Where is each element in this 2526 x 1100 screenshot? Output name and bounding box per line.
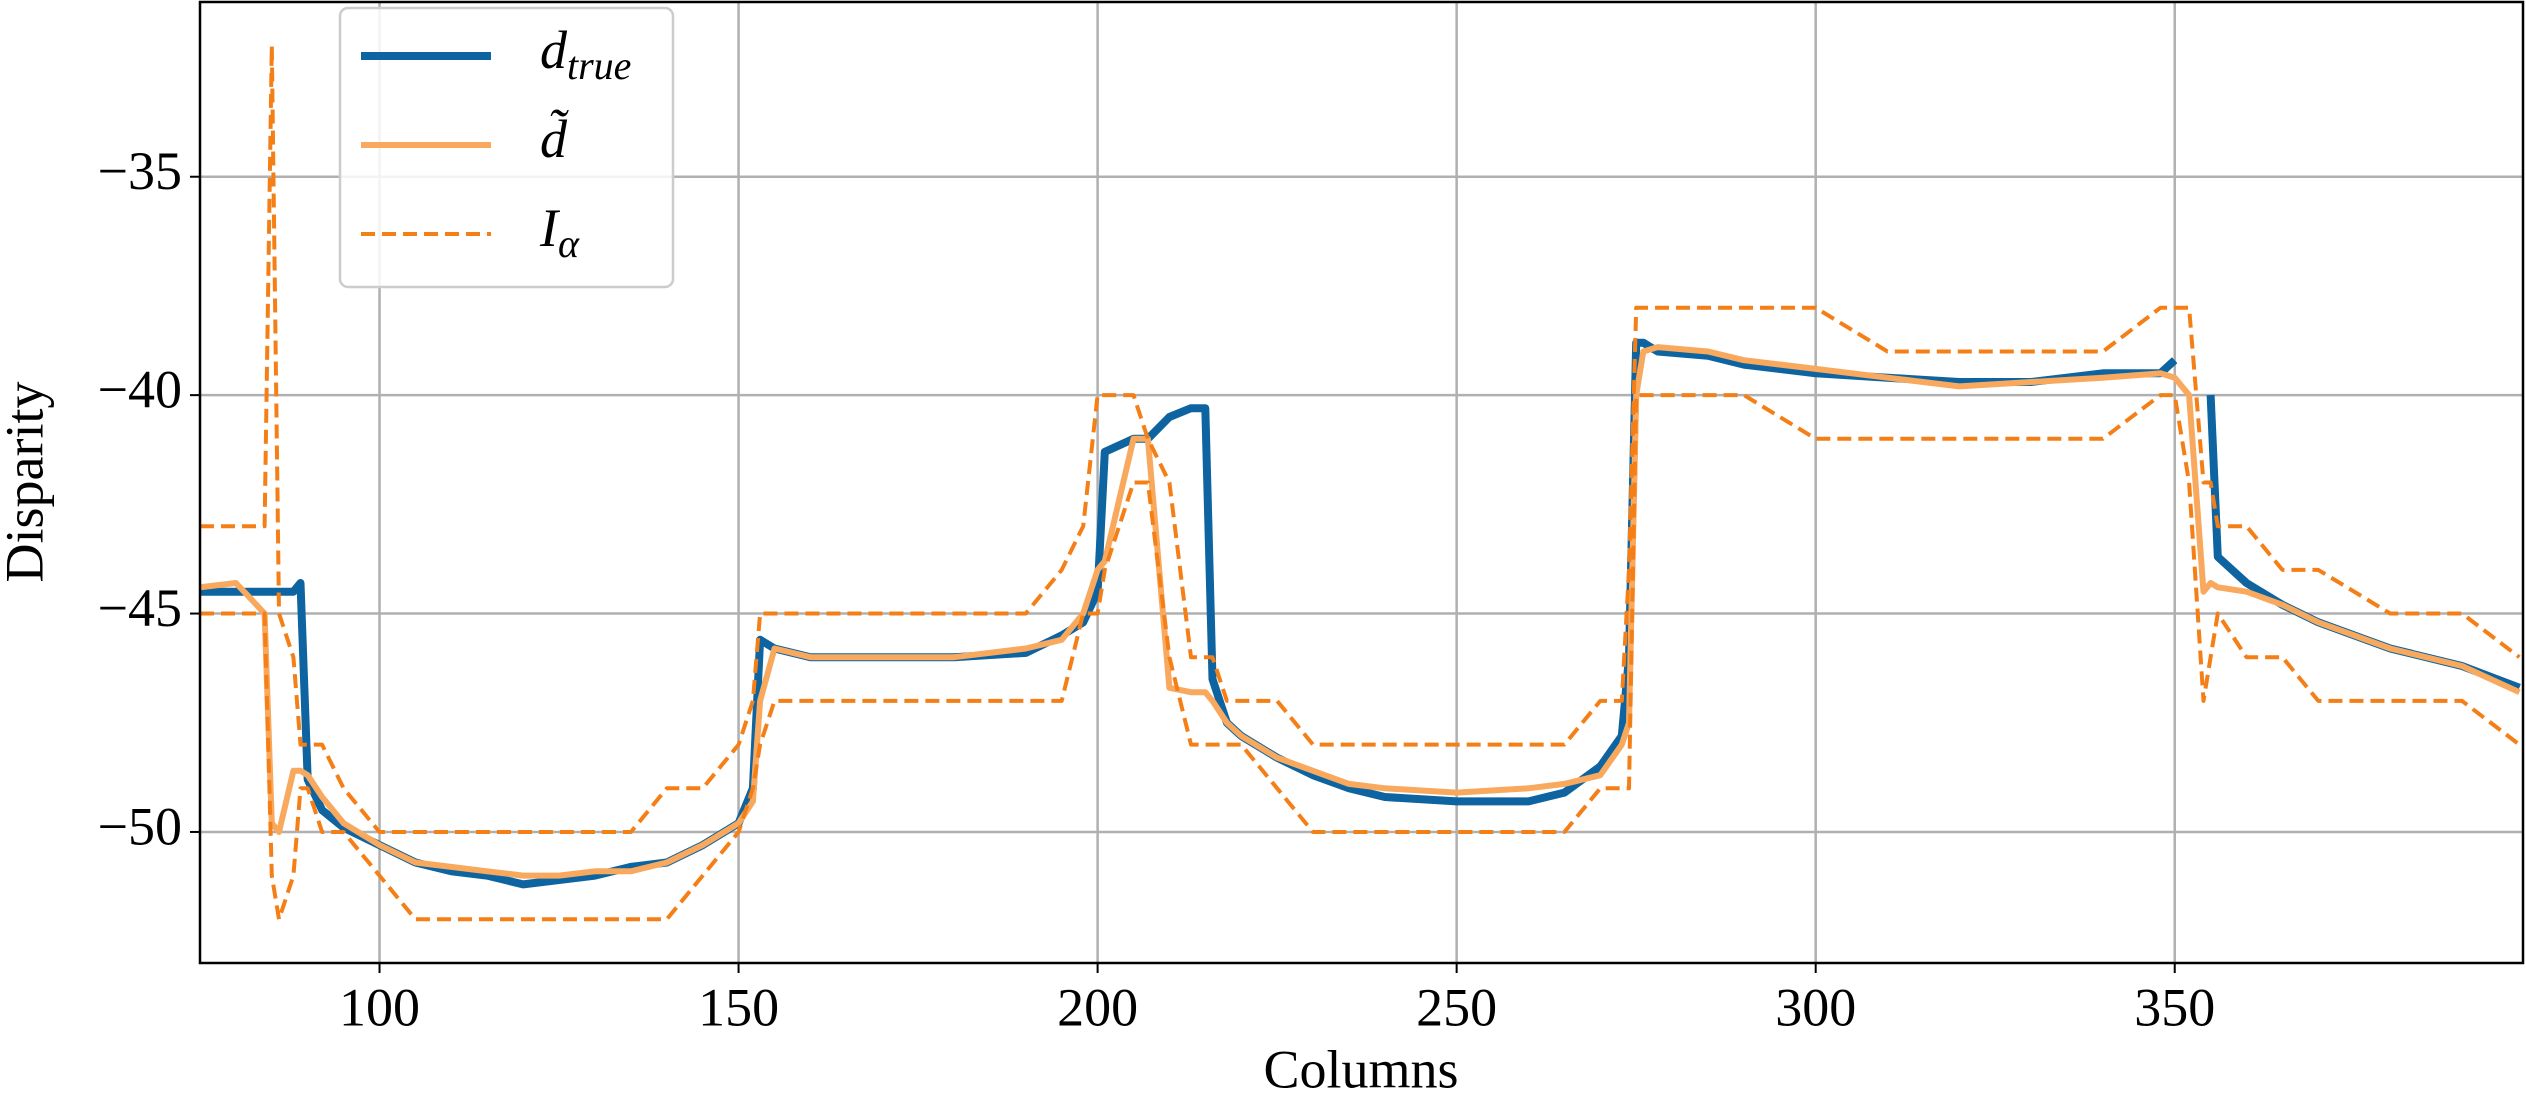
x-tick-label: 150 (698, 977, 779, 1037)
legend-label: dtrue (540, 20, 631, 88)
y-axis-label: Disparity (0, 382, 54, 583)
x-tick-label: 100 (339, 977, 420, 1037)
x-tick-label: 350 (2134, 977, 2215, 1037)
y-tick-label: −50 (98, 796, 182, 856)
legend: dtrue d̃ Iα (338, 6, 675, 289)
legend-subscript: α (558, 221, 580, 266)
legend-name: d (540, 20, 568, 80)
x-tick-label: 300 (1775, 977, 1856, 1037)
legend-box (338, 6, 675, 289)
series-line (200, 43, 2521, 834)
y-tick-label: −40 (98, 360, 182, 420)
y-tick-label: −35 (98, 141, 182, 201)
x-tick-label: 200 (1057, 977, 1138, 1037)
legend-label: Iα (539, 198, 580, 266)
legend-subscript: true (567, 43, 631, 88)
series-line (200, 393, 2521, 922)
legend-label: d̃ (540, 109, 569, 169)
x-axis-label: Columns (1263, 1039, 1458, 1099)
legend-name: I (539, 198, 561, 258)
legend-name: d̃ (540, 109, 569, 169)
series-line (200, 344, 2521, 879)
y-tick-label: −45 (98, 578, 182, 638)
x-tick-label: 250 (1416, 977, 1497, 1037)
plot-frame (198, 0, 2525, 965)
